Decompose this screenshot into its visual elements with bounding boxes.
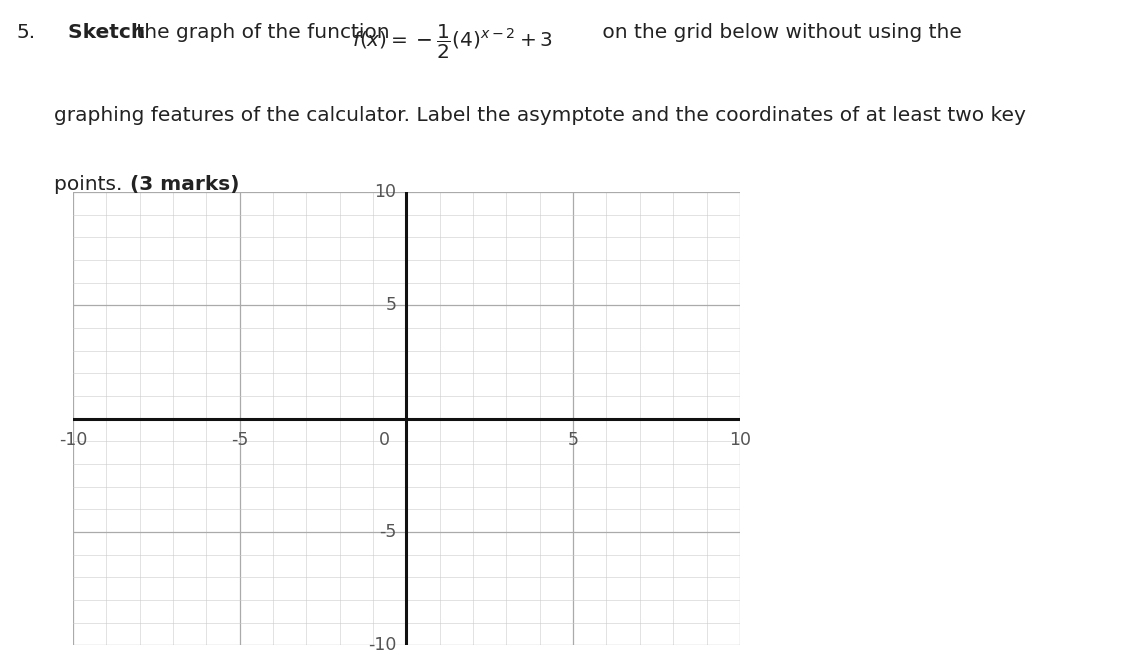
Text: $f(x)=-\dfrac{1}{2}(4)^{x-2}+3$: $f(x)=-\dfrac{1}{2}(4)^{x-2}+3$ bbox=[352, 23, 553, 62]
Text: 10: 10 bbox=[374, 183, 397, 201]
Text: (3 marks): (3 marks) bbox=[130, 175, 240, 195]
Text: the graph of the function: the graph of the function bbox=[130, 23, 393, 42]
Text: -10: -10 bbox=[368, 636, 397, 655]
Text: 10: 10 bbox=[729, 431, 751, 449]
Text: graphing features of the calculator. Label the asymptote and the coordinates of : graphing features of the calculator. Lab… bbox=[54, 106, 1026, 125]
Text: 5.: 5. bbox=[17, 23, 36, 42]
Text: points.: points. bbox=[54, 175, 135, 195]
Text: on the grid below without using the: on the grid below without using the bbox=[596, 23, 962, 42]
Text: 5: 5 bbox=[386, 297, 397, 314]
Text: -5: -5 bbox=[379, 523, 397, 541]
Text: 0: 0 bbox=[379, 431, 390, 449]
Text: Sketch: Sketch bbox=[54, 23, 145, 42]
Text: -10: -10 bbox=[58, 431, 87, 449]
Text: 5: 5 bbox=[567, 431, 578, 449]
Text: -5: -5 bbox=[231, 431, 248, 449]
